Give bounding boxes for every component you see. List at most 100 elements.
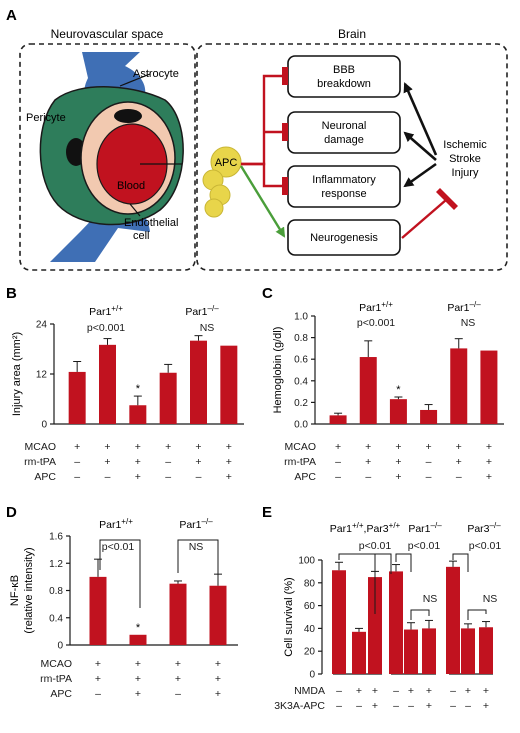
- bar: [190, 340, 207, 424]
- y-tick-label: 100: [298, 556, 315, 567]
- condition-sign: –: [426, 471, 432, 483]
- bar: [89, 576, 107, 645]
- condition-sign: +: [226, 456, 232, 468]
- inhibit-cap-neuronal: [282, 123, 288, 141]
- bar: [68, 371, 86, 424]
- condition-sign: +: [395, 441, 401, 453]
- condition-sign: +: [74, 441, 80, 453]
- condition-sign: +: [104, 456, 110, 468]
- condition-sign: +: [226, 471, 232, 483]
- condition-sign: +: [356, 685, 362, 697]
- significance-star: *: [136, 622, 141, 634]
- condition-sign: –: [335, 471, 341, 483]
- condition-label: APC: [294, 471, 316, 483]
- bar: [479, 627, 493, 674]
- condition-sign: +: [456, 456, 462, 468]
- endothelial-nucleus: [114, 109, 142, 123]
- inhibit-cap-bbb: [282, 67, 288, 85]
- condition-sign: +: [408, 685, 414, 697]
- panel-a: A Neurovascular space Brain Astrocyte Pe…: [6, 7, 508, 271]
- apc-molecule: [210, 146, 242, 178]
- condition-sign: +: [426, 441, 432, 453]
- condition-sign: +: [483, 685, 489, 697]
- y-axis-label: Hemoglobin (g/dl): [272, 327, 284, 414]
- group-stat: p<0.001: [357, 317, 395, 329]
- condition-sign: +: [135, 441, 141, 453]
- injury-inhibit-cap: [436, 188, 458, 210]
- condition-sign: –: [450, 685, 456, 697]
- apc-molecules: APC: [202, 146, 242, 218]
- injury-arrow-bbb: [403, 82, 438, 156]
- group-label: Par1+/+: [99, 517, 133, 531]
- group-label: Par1+/+: [89, 304, 123, 318]
- condition-sign: +: [195, 441, 201, 453]
- panel-b-label: B: [6, 285, 17, 302]
- condition-sign: +: [95, 673, 101, 685]
- condition-sign: –: [365, 471, 371, 483]
- condition-sign: –: [95, 688, 101, 700]
- y-tick-label: 0: [57, 641, 63, 652]
- condition-label: MCAO: [285, 441, 317, 453]
- bar: [422, 628, 436, 674]
- inhibit-line-bbb: [241, 74, 283, 166]
- neurovascular-illustration: Astrocyte Pericyte Blood Endothelial cel…: [26, 52, 184, 262]
- bar: [99, 344, 116, 424]
- condition-sign: +: [135, 456, 141, 468]
- condition-sign: –: [450, 700, 456, 712]
- group-label: Par1+/+: [359, 300, 393, 314]
- chart-panel-d: 0 0.4 0.8 1.2 1.6 NF-κB (relative intensity) * P…: [9, 517, 238, 700]
- brain-box: [196, 43, 508, 271]
- condition-label: NMDA: [294, 685, 325, 697]
- bar: [220, 345, 238, 424]
- y-axis-label: Injury area (mm²): [11, 332, 23, 416]
- condition-sign: –: [408, 700, 414, 712]
- group-stat: p<0.01: [359, 540, 392, 552]
- y-tick-label: 1.0: [294, 312, 308, 323]
- condition-sign: +: [215, 688, 221, 700]
- condition-sign: –: [165, 471, 171, 483]
- y-tick-label: 80: [304, 578, 316, 589]
- astrocyte-pointer: [119, 73, 151, 87]
- condition-sign: +: [365, 441, 371, 453]
- group-label: Par1–/–: [185, 304, 219, 318]
- y-tick-label: 0.4: [294, 376, 308, 387]
- bar: [446, 566, 460, 674]
- condition-sign: +: [465, 685, 471, 697]
- outcome-box-neurogenesis: [287, 219, 401, 256]
- y-tick-label: 12: [36, 370, 48, 381]
- significance-bracket: [467, 609, 487, 620]
- y-tick-label: 0.8: [49, 586, 63, 597]
- chart-layer: 0 12 24 Injury area (mm²) * Par1+/+ p<0.001 Par…: [9, 300, 504, 712]
- condition-sign: +: [335, 441, 341, 453]
- condition-sign: +: [135, 673, 141, 685]
- significance-star: *: [396, 384, 401, 396]
- condition-sign: +: [486, 441, 492, 453]
- blood-label: Blood: [117, 180, 145, 192]
- outcome-boxes: BBB breakdown Neuronal damage Inflammato…: [287, 55, 401, 256]
- condition-sign: +: [456, 441, 462, 453]
- outcome-bbb-line1: BBB: [333, 64, 355, 76]
- group-label: Par1–/–: [447, 300, 481, 314]
- neurovascular-box: [19, 43, 196, 271]
- condition-sign: +: [395, 456, 401, 468]
- bar: [332, 570, 346, 674]
- group-label: Par3–/–: [467, 521, 501, 535]
- bar: [480, 350, 498, 424]
- condition-sign: –: [74, 456, 80, 468]
- condition-sign: –: [165, 456, 171, 468]
- bar: [129, 634, 147, 645]
- group-label: Par1–/–: [408, 521, 442, 535]
- condition-label: rm-tPA: [40, 673, 72, 685]
- condition-sign: –: [456, 471, 462, 483]
- bar: [159, 372, 177, 424]
- condition-sign: +: [175, 658, 181, 670]
- condition-sign: +: [135, 688, 141, 700]
- y-tick-label: 60: [304, 601, 316, 612]
- significance-bracket: [338, 553, 392, 614]
- condition-label: APC: [34, 471, 56, 483]
- y-tick-label: 20: [304, 647, 316, 658]
- bar: [389, 399, 407, 424]
- group-label: Par1+/+,Par3+/+: [330, 521, 401, 535]
- outcome-inflammatory-line1: Inflammatory: [312, 174, 376, 186]
